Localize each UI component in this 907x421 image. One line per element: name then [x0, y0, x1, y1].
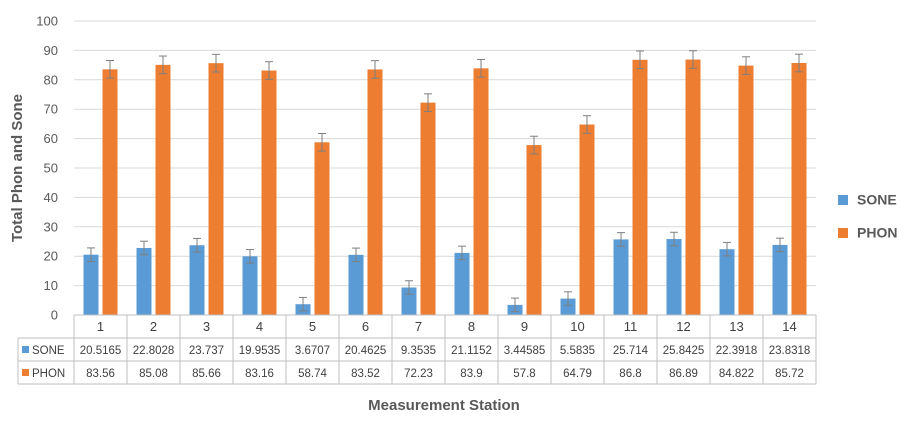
x-tick-label: 5	[309, 319, 316, 334]
table-cell-value: 64.79	[563, 368, 592, 380]
bar-sone	[83, 254, 99, 315]
x-tick-label: 9	[521, 319, 528, 334]
bar-phon	[685, 59, 701, 316]
table-cell-value: 72.23	[404, 368, 433, 380]
table-cell-value: 57.8	[513, 368, 535, 380]
x-tick-label: 7	[415, 319, 422, 334]
legend: SONE PHON	[838, 192, 897, 241]
legend-key-phon	[838, 228, 848, 238]
bar-phon	[420, 102, 436, 315]
table-cell-value: 5.5835	[560, 345, 595, 357]
x-tick-label: 4	[256, 319, 263, 334]
legend-key-sone	[838, 195, 848, 205]
x-tick-label: 8	[468, 319, 475, 334]
x-tick-label: 1	[97, 319, 104, 334]
table-cell-value: 22.8028	[133, 345, 175, 357]
gridlines	[74, 20, 816, 287]
bar-sone	[666, 239, 682, 315]
bar-phon	[155, 64, 171, 315]
y-axis-ticks: 0 10 20 30 40 50 60 70 80 90 100	[36, 14, 58, 323]
bar-sone	[454, 252, 470, 315]
x-tick-label: 3	[203, 319, 210, 334]
table-cell-value: 86.89	[669, 368, 698, 380]
table-cell-value: 20.5165	[80, 345, 122, 357]
y-tick-label: 10	[44, 278, 58, 293]
x-tick-label: 10	[570, 319, 584, 334]
bar-sone	[560, 298, 576, 315]
y-tick-label: 40	[44, 190, 58, 205]
bar-sone	[772, 244, 788, 315]
bar-phon	[738, 65, 754, 315]
y-tick-label: 0	[51, 308, 58, 323]
table-cell-value: 20.4625	[345, 345, 387, 357]
table-cell-value: 85.72	[775, 368, 804, 380]
bar-sone	[189, 245, 205, 315]
y-tick-label: 30	[44, 219, 58, 234]
table-series-name: PHON	[32, 368, 65, 380]
legend-label: PHON	[857, 225, 897, 241]
table-cell-value: 19.9535	[239, 345, 281, 357]
bar-sone	[613, 239, 629, 315]
table-cell-value: 3.44585	[504, 345, 546, 357]
y-axis-label: Total Phon and Sone	[9, 94, 26, 242]
x-tick-label: 6	[362, 319, 369, 334]
y-tick-label: 90	[44, 43, 58, 58]
bar-phon	[261, 70, 277, 315]
bar-phon	[367, 69, 383, 315]
table-cell-value: 83.9	[460, 368, 482, 380]
table-cell-value: 58.74	[298, 368, 327, 380]
y-tick-label: 50	[44, 161, 58, 176]
bar-sone	[242, 256, 258, 315]
table-legend-key	[22, 369, 29, 376]
table-cell-value: 22.3918	[716, 345, 758, 357]
y-tick-label: 60	[44, 131, 58, 146]
table-cell-value: 86.8	[619, 368, 641, 380]
table-cell-value: 23.737	[189, 345, 224, 357]
table-cell-value: 83.16	[245, 368, 274, 380]
bar-phon	[632, 59, 648, 315]
bar-phon	[791, 62, 807, 315]
table-cell-value: 85.08	[139, 368, 168, 380]
table-cell-value: 21.1152	[451, 345, 492, 357]
table-cell-value: 25.8425	[663, 345, 705, 357]
bar-phon	[526, 145, 542, 315]
bar-phon	[579, 124, 595, 316]
table-cell-value: 83.56	[86, 368, 115, 380]
x-tick-label: 14	[782, 319, 796, 334]
table-cell-value: 3.6707	[295, 345, 330, 357]
x-tick-label: 13	[729, 319, 743, 334]
bar-phon	[102, 69, 118, 315]
y-tick-label: 80	[44, 72, 58, 87]
x-tick-label: 12	[676, 319, 690, 334]
table-cell-value: 84.822	[719, 368, 754, 380]
bar-sone	[348, 254, 364, 315]
x-axis-label: Measurement Station	[368, 397, 520, 414]
table-series-name: SONE	[32, 345, 65, 357]
bar-phon	[473, 68, 489, 315]
y-tick-label: 20	[44, 249, 58, 264]
table-legend-key	[22, 346, 29, 353]
bar-phon	[314, 142, 330, 315]
legend-label: SONE	[857, 192, 897, 208]
x-tick-label: 2	[150, 319, 157, 334]
table-cell-value: 9.3535	[401, 345, 436, 357]
error-bars	[87, 50, 803, 313]
bar-sone	[719, 249, 735, 315]
bars	[83, 59, 807, 316]
y-tick-label: 100	[36, 14, 58, 29]
y-tick-label: 70	[44, 102, 58, 117]
bar-phon	[208, 63, 224, 315]
table-cell-value: 23.8318	[769, 345, 811, 357]
x-tick-label: 11	[624, 319, 638, 334]
bar-sone	[136, 247, 152, 315]
table-cell-value: 85.66	[192, 368, 221, 380]
table-cell-value: 83.52	[351, 368, 380, 380]
table-cell-value: 25.714	[613, 345, 649, 357]
